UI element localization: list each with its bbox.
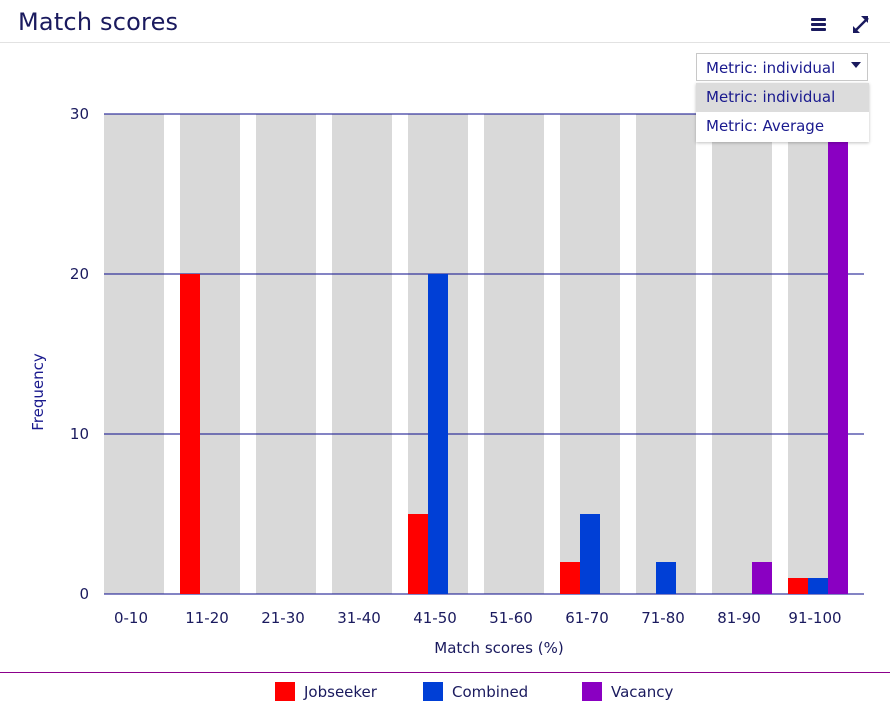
category-band [712, 114, 772, 594]
chart-header: Match scores [0, 0, 890, 43]
chart-legend: Jobseeker Combined Vacancy [275, 682, 673, 701]
legend-swatch [582, 682, 602, 701]
hamburger-menu-icon[interactable] [806, 12, 830, 36]
legend-item-vacancy: Vacancy [582, 682, 673, 701]
bar-jobseeker [788, 578, 808, 594]
metric-dropdown-menu: Metric: individual Metric: Average [696, 83, 869, 142]
legend-swatch [275, 682, 295, 701]
legend-item-combined: Combined [423, 682, 528, 701]
bar-chart: 0 10 20 30 0-10 11-20 21-30 31-40 41-50 51-60 61-… [29, 105, 864, 657]
legend-swatch [423, 682, 443, 701]
y-tick-label: 0 [79, 585, 89, 603]
legend-label: Combined [452, 683, 528, 701]
x-tick-label: 71-80 [641, 609, 685, 627]
x-tick-label: 21-30 [261, 609, 305, 627]
bar-jobseeker [180, 274, 200, 594]
expand-arrows-icon[interactable] [849, 12, 873, 36]
y-axis-label: Frequency [29, 353, 47, 431]
category-band [636, 114, 696, 594]
x-tick-label: 61-70 [565, 609, 609, 627]
x-tick-label: 11-20 [185, 609, 229, 627]
category-band [332, 114, 392, 594]
bar-jobseeker [408, 514, 428, 594]
y-tick-label: 30 [70, 105, 89, 123]
x-tick-label: 91-100 [788, 609, 841, 627]
bar-combined [656, 562, 676, 594]
legend-label: Vacancy [611, 683, 673, 701]
y-tick-label: 20 [70, 265, 89, 283]
y-tick-label: 10 [70, 425, 89, 443]
x-tick-label: 41-50 [413, 609, 457, 627]
x-tick-label: 81-90 [717, 609, 761, 627]
category-band [484, 114, 544, 594]
chevron-down-icon [851, 62, 861, 68]
page-title: Match scores [18, 8, 179, 36]
legend-item-jobseeker: Jobseeker [275, 682, 378, 701]
legend-divider [0, 672, 890, 673]
x-tick-label: 31-40 [337, 609, 381, 627]
bar-vacancy [828, 114, 848, 594]
legend-label: Jobseeker [303, 683, 378, 701]
category-band [256, 114, 316, 594]
bar-combined [808, 578, 828, 594]
x-axis-label: Match scores (%) [434, 639, 563, 657]
metric-dropdown-value: Metric: individual [706, 59, 836, 77]
bar-combined [428, 274, 448, 594]
bar-jobseeker [560, 562, 580, 594]
category-band [104, 114, 164, 594]
x-tick-label: 0-10 [114, 609, 148, 627]
dropdown-option-average[interactable]: Metric: Average [706, 117, 825, 135]
dropdown-option-individual[interactable]: Metric: individual [696, 83, 869, 112]
bar-vacancy [752, 562, 772, 594]
bar-combined [580, 514, 600, 594]
metric-dropdown[interactable]: Metric: individual [696, 53, 868, 81]
x-tick-label: 51-60 [489, 609, 533, 627]
